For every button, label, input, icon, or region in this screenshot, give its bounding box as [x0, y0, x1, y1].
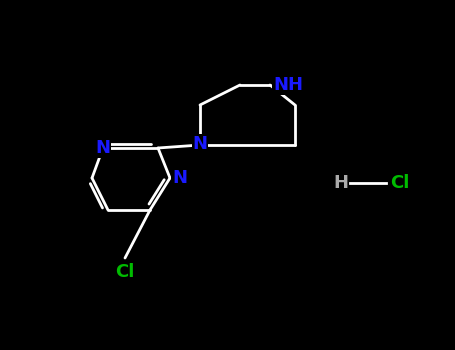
Text: N: N: [172, 169, 187, 187]
Text: N: N: [96, 139, 111, 157]
Text: N: N: [192, 135, 207, 153]
Text: NH: NH: [273, 76, 303, 94]
Text: Cl: Cl: [390, 174, 410, 192]
Text: H: H: [333, 174, 348, 192]
Text: Cl: Cl: [115, 263, 135, 281]
